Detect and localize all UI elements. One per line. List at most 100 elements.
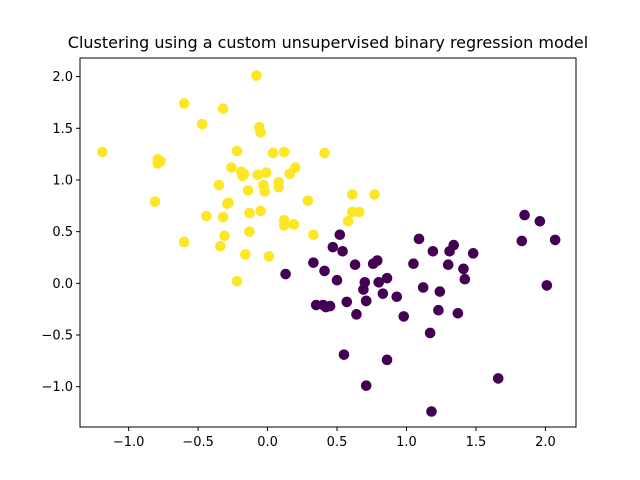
data-point-s0-50 — [353, 206, 365, 218]
data-point-s1-0 — [280, 268, 291, 280]
chart-title: Clustering using a custom unsupervised b… — [68, 33, 588, 52]
data-point-s1-30 — [417, 282, 429, 293]
data-point-s1-19 — [360, 380, 372, 391]
data-point-s1-8 — [331, 274, 343, 286]
data-point-s0-42 — [288, 219, 300, 230]
data-point-s0-16 — [226, 162, 237, 173]
data-point-s0-7 — [196, 118, 208, 130]
y-tick-label-5: 1.5 — [52, 122, 73, 137]
data-point-s0-44 — [302, 195, 314, 206]
data-point-s0-40 — [278, 220, 290, 231]
data-point-s1-43 — [492, 373, 504, 384]
x-tick-label-0: −1.0 — [113, 435, 145, 450]
x-tick-label-1: −0.5 — [182, 435, 214, 450]
data-point-s1-7 — [327, 241, 339, 253]
data-point-s0-8 — [201, 210, 212, 222]
data-point-s0-23 — [242, 185, 254, 196]
data-point-s1-40 — [458, 263, 469, 275]
data-point-s0-15 — [223, 197, 234, 209]
data-point-s0-32 — [259, 186, 271, 197]
data-point-s1-27 — [398, 311, 410, 322]
data-point-s0-26 — [251, 70, 262, 81]
x-axis: −1.0 −0.5 0.0 0.5 1.0 1.5 2.0 — [113, 427, 556, 450]
data-point-s0-27 — [252, 169, 264, 181]
data-point-s1-32 — [426, 406, 437, 417]
x-tick-label-5: 1.5 — [466, 435, 487, 450]
data-point-s0-34 — [263, 251, 275, 262]
data-point-s0-46 — [319, 147, 330, 159]
y-tick-label-3: 0.5 — [52, 225, 73, 240]
data-point-s0-30 — [255, 205, 266, 217]
y-tick-label-6: 2.0 — [52, 70, 73, 85]
data-point-s1-44 — [516, 235, 528, 247]
data-point-s0-25 — [244, 226, 255, 237]
data-point-s1-48 — [549, 234, 561, 246]
data-point-s1-16 — [359, 276, 371, 288]
data-point-s0-22 — [240, 249, 251, 260]
data-point-s0-29 — [255, 127, 266, 138]
data-point-s0-37 — [273, 181, 284, 193]
data-point-s0-1 — [149, 196, 161, 207]
data-point-s0-5 — [178, 98, 190, 109]
x-tick-label-6: 2.0 — [535, 435, 556, 450]
data-point-s1-10 — [337, 245, 348, 257]
data-point-s0-4 — [155, 156, 166, 167]
data-point-s1-47 — [541, 280, 553, 291]
data-point-s0-48 — [347, 189, 358, 200]
x-tick-label-3: 0.5 — [327, 435, 348, 450]
data-point-s1-41 — [459, 273, 471, 285]
data-point-s1-35 — [434, 286, 446, 297]
y-tick-label-1: −0.5 — [41, 329, 73, 344]
data-point-s0-12 — [217, 211, 229, 223]
data-point-s1-1 — [308, 257, 319, 268]
data-point-s0-11 — [217, 103, 229, 114]
y-tick-label-0: −1.0 — [41, 380, 73, 395]
data-point-s1-31 — [424, 327, 436, 339]
data-point-s0-43 — [290, 162, 301, 173]
data-point-s0-6 — [178, 236, 190, 248]
data-point-s0-18 — [231, 275, 243, 287]
data-point-s0-13 — [219, 230, 230, 242]
data-point-s1-42 — [467, 248, 479, 259]
data-point-s1-21 — [372, 255, 383, 266]
data-point-s0-17 — [231, 145, 243, 157]
y-tick-label-4: 1.0 — [52, 173, 73, 188]
x-tick-label-2: 0.0 — [257, 435, 278, 450]
y-axis: −1.0 −0.5 0.0 0.5 1.0 1.5 2.0 — [41, 70, 80, 395]
data-point-s1-28 — [408, 258, 419, 269]
data-point-s1-11 — [338, 349, 350, 360]
data-point-s1-22 — [373, 276, 385, 288]
x-tick-label-4: 1.0 — [396, 435, 417, 450]
data-point-s0-45 — [308, 229, 319, 241]
data-point-s1-13 — [349, 259, 361, 271]
plot-area-frame — [79, 57, 577, 428]
data-point-s0-51 — [369, 189, 380, 200]
data-point-s1-45 — [519, 209, 530, 221]
data-point-s1-25 — [381, 354, 393, 366]
data-point-s0-38 — [278, 146, 290, 158]
data-point-s0-10 — [215, 240, 226, 252]
data-point-s1-36 — [442, 259, 454, 271]
data-point-s1-24 — [381, 272, 393, 284]
data-point-s1-26 — [391, 291, 403, 303]
data-point-s0-47 — [342, 216, 354, 227]
data-point-s1-39 — [452, 308, 464, 319]
data-point-s1-14 — [351, 309, 362, 320]
data-point-s0-35 — [267, 147, 279, 159]
data-point-s0-21 — [238, 168, 250, 180]
data-point-s1-6 — [324, 300, 336, 312]
data-point-s1-38 — [448, 239, 460, 251]
data-point-s1-29 — [413, 233, 425, 245]
data-point-s1-9 — [334, 229, 346, 241]
data-point-s1-18 — [360, 295, 372, 307]
data-point-s0-24 — [244, 207, 255, 219]
data-point-s1-23 — [377, 288, 389, 299]
data-point-s0-0 — [96, 146, 108, 158]
data-point-s1-4 — [319, 265, 330, 277]
data-point-s0-33 — [260, 167, 272, 179]
data-point-s1-33 — [427, 245, 439, 257]
points-layer — [96, 70, 561, 417]
data-point-s0-9 — [213, 179, 225, 191]
